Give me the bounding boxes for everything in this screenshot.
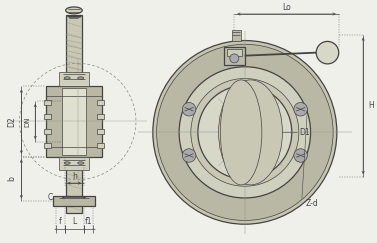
Text: b: b xyxy=(8,176,17,181)
Bar xyxy=(97,143,104,148)
Ellipse shape xyxy=(220,80,262,185)
Bar xyxy=(53,196,95,206)
Ellipse shape xyxy=(182,149,196,162)
Bar xyxy=(44,114,51,119)
Text: H: H xyxy=(368,101,374,110)
Ellipse shape xyxy=(64,77,70,79)
Ellipse shape xyxy=(294,149,307,162)
Bar xyxy=(97,129,104,134)
Text: D2: D2 xyxy=(8,116,17,127)
Bar xyxy=(97,100,104,104)
Text: Lo: Lo xyxy=(282,3,291,12)
Bar xyxy=(66,15,82,213)
Text: f1: f1 xyxy=(85,217,92,226)
Text: DN: DN xyxy=(25,116,31,127)
Ellipse shape xyxy=(156,44,333,220)
Ellipse shape xyxy=(224,112,265,153)
Ellipse shape xyxy=(191,78,299,186)
Bar xyxy=(227,49,242,56)
Text: f: f xyxy=(59,217,62,226)
Bar xyxy=(59,72,89,87)
Text: D1: D1 xyxy=(299,128,310,137)
Ellipse shape xyxy=(66,7,82,14)
Ellipse shape xyxy=(182,103,196,116)
Ellipse shape xyxy=(64,162,70,164)
Ellipse shape xyxy=(198,86,292,179)
Bar xyxy=(44,100,51,104)
Ellipse shape xyxy=(241,129,248,136)
Bar xyxy=(44,129,51,134)
Text: h: h xyxy=(72,172,77,181)
Ellipse shape xyxy=(78,162,84,164)
Ellipse shape xyxy=(230,54,239,63)
Ellipse shape xyxy=(316,41,339,64)
Ellipse shape xyxy=(153,41,337,224)
Bar xyxy=(97,114,104,119)
Ellipse shape xyxy=(78,77,84,79)
Ellipse shape xyxy=(179,67,311,198)
Bar xyxy=(44,143,51,148)
Bar xyxy=(62,88,86,155)
Ellipse shape xyxy=(294,103,307,116)
Bar xyxy=(232,30,241,41)
Text: Z-d: Z-d xyxy=(306,199,319,208)
Ellipse shape xyxy=(219,80,282,185)
Text: L: L xyxy=(72,217,77,226)
Bar xyxy=(59,156,89,170)
Text: C: C xyxy=(48,193,53,202)
Bar xyxy=(224,47,245,65)
Bar xyxy=(46,87,102,156)
